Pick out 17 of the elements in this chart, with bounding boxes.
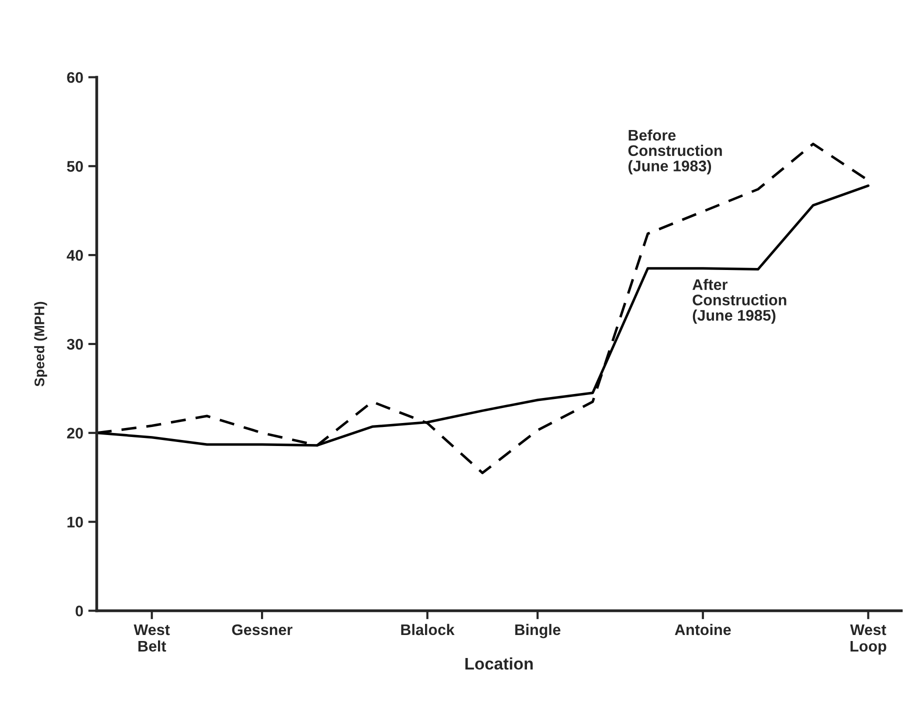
x-tick-label: Bingle xyxy=(515,624,560,638)
x-tick-label: West Loop xyxy=(850,624,886,655)
y-tick-label: 0 xyxy=(76,606,83,616)
x-tick-label: West Belt xyxy=(134,624,170,652)
x-tick-label: Gessner xyxy=(232,624,292,636)
y-axis-title: Speed (MPH) xyxy=(34,302,48,386)
annotation: After Construction (June 1985) xyxy=(692,278,786,324)
annotation: Before Construction (June 1983) xyxy=(628,129,722,174)
x-tick-label: Blalock xyxy=(401,624,455,636)
x-tick-label: Antoine xyxy=(674,624,731,636)
y-tick-label: 20 xyxy=(67,428,83,439)
y-tick-label: 40 xyxy=(66,250,83,261)
x-axis-title: Location xyxy=(465,657,533,670)
y-tick-label: 10 xyxy=(68,516,83,528)
y-tick-label: 30 xyxy=(66,338,83,350)
y-tick-label: 50 xyxy=(67,161,83,172)
y-tick-label: 60 xyxy=(67,72,83,83)
